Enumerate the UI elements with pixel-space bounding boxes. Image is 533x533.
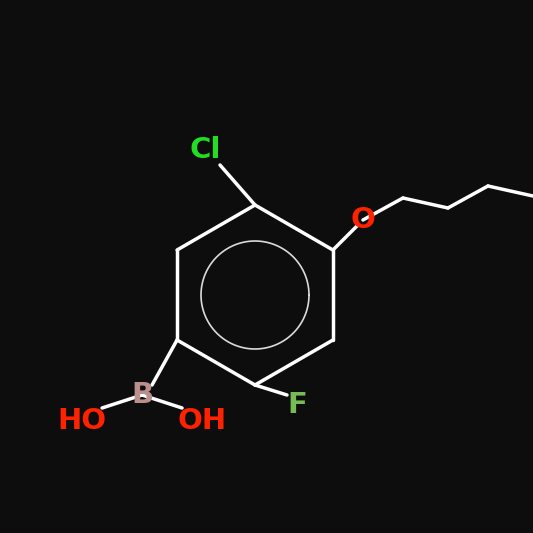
Text: F: F xyxy=(287,391,307,419)
Text: HO: HO xyxy=(58,407,107,435)
Text: OH: OH xyxy=(177,407,227,435)
Text: O: O xyxy=(351,206,375,234)
Text: Cl: Cl xyxy=(189,136,221,164)
Text: B: B xyxy=(131,381,153,409)
